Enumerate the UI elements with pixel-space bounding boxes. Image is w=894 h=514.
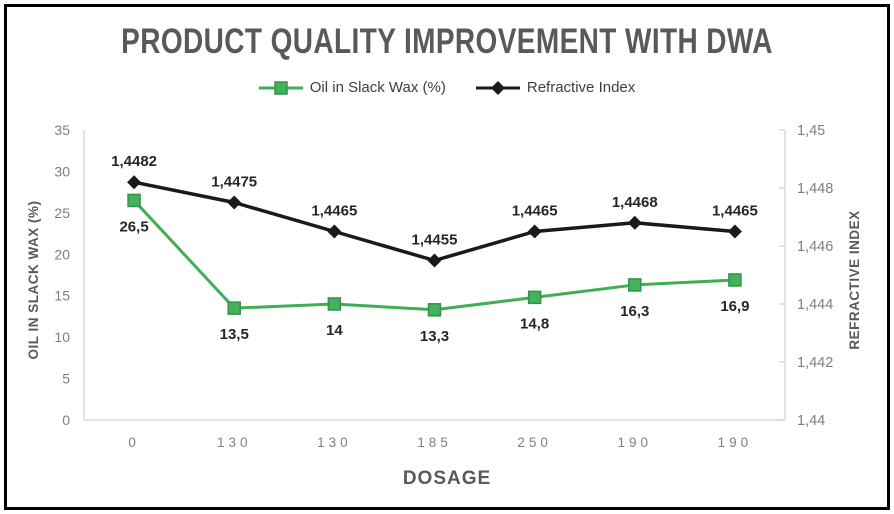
refractive-data-point (327, 224, 342, 239)
oil-data-label: 14,8 (520, 315, 549, 332)
oil-data-point (327, 297, 342, 311)
x-axis-tick-label: 250 (517, 435, 552, 450)
refractive-data-label: 1,4455 (412, 232, 458, 249)
legend-item-oil: Oil in Slack Wax (%) (258, 79, 446, 96)
x-axis-tick-label: 130 (317, 435, 352, 450)
refractive-series-marker-icon (475, 80, 520, 95)
left-axis-tick-label: 25 (54, 205, 70, 221)
right-axis-tick-label: 1,442 (797, 355, 833, 371)
left-axis-tick-label: 20 (54, 246, 70, 262)
refractive-data-label: 1,4465 (311, 203, 357, 220)
legend-ri-diamond (490, 80, 505, 95)
legend-label-refractive: Refractive Index (526, 79, 636, 96)
legend-label-oil: Oil in Slack Wax (%) (309, 79, 446, 96)
oil-data-label: 26,5 (119, 218, 148, 235)
oil-data-label: 14 (326, 322, 343, 339)
refractive-data-label: 1,4465 (712, 203, 758, 220)
refractive-data-point (527, 224, 542, 239)
left-axis-tick-label: 10 (54, 329, 70, 345)
oil-series-marker-icon (258, 80, 303, 95)
refractive-data-point (727, 224, 742, 239)
oil-data-point (427, 303, 442, 317)
refractive-data-point (627, 215, 642, 230)
refractive-data-point (427, 253, 442, 268)
chart-title: PRODUCT QUALITY IMPROVEMENT WITH DWA (121, 22, 773, 61)
oil-data-label: 16,3 (620, 303, 649, 320)
legend-item-refractive: Refractive Index (475, 79, 636, 96)
refractive-data-point (227, 195, 242, 210)
right-axis-tick-label: 1,446 (797, 239, 833, 255)
oil-data-point (527, 290, 542, 305)
x-axis-tick-label: 0 (128, 435, 140, 450)
right-axis-tick-label: 1,444 (797, 297, 833, 313)
oil-data-label: 16,9 (720, 298, 749, 315)
oil-data-label: 13,5 (220, 326, 249, 343)
left-axis-tick-label: 35 (54, 122, 70, 138)
legend-oil-square (273, 80, 288, 95)
left-axis-tick-label: 30 (54, 163, 70, 179)
x-axis-tick-label: 190 (618, 435, 653, 450)
oil-data-point (728, 273, 742, 287)
legend: Oil in Slack Wax (%) Refractive Index (0, 79, 894, 96)
refractive-data-label: 1,4465 (512, 203, 558, 220)
x-axis-tick-label: 190 (718, 435, 753, 450)
right-axis-tick-label: 1,44 (797, 413, 825, 429)
refractive-data-label: 1,4482 (111, 153, 157, 170)
x-axis-tick-label: 130 (217, 435, 252, 450)
oil-data-point (127, 193, 141, 208)
refractive-data-label: 1,4475 (211, 174, 257, 191)
right-axis-tick-label: 1,448 (797, 181, 833, 197)
right-axis-tick-label: 1,45 (797, 123, 825, 139)
oil-data-point (227, 301, 241, 315)
oil-data-point (628, 278, 642, 292)
left-axis-tick-label: 5 (62, 371, 70, 387)
refractive-data-label: 1,4468 (612, 194, 658, 211)
left-axis-tick-label: 0 (62, 412, 70, 428)
left-axis-title: OIL IN SLACK WAX (%) (26, 200, 41, 359)
left-axis-tick-label: 15 (54, 288, 70, 304)
oil-data-label: 13,3 (420, 328, 449, 345)
x-axis-title: DOSAGE (403, 468, 491, 489)
refractive-data-point (127, 175, 142, 190)
right-axis-title: REFRACTIVE INDEX (847, 210, 862, 349)
x-axis-tick-label: 185 (417, 435, 452, 450)
